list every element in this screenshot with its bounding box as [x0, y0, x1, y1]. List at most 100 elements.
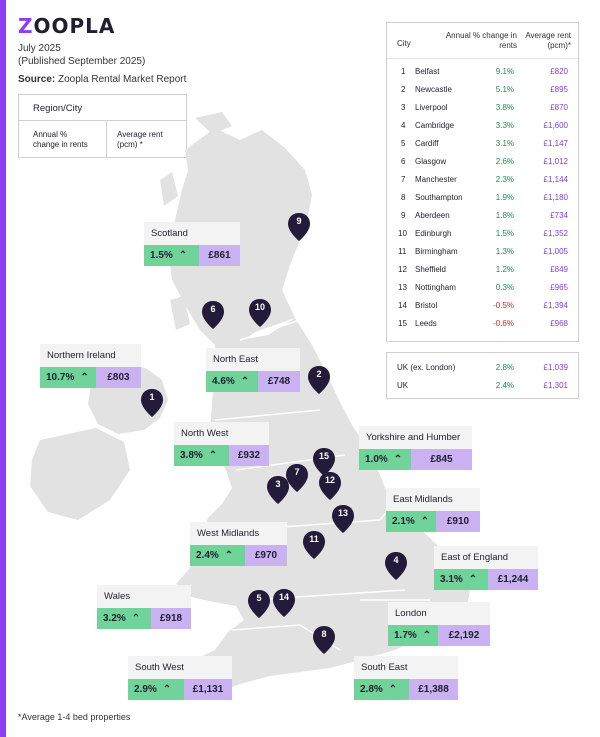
region-card-london[interactable]: London 1.7% ⌃ £2,192	[388, 602, 490, 646]
zoopla-logo: ZOOPLA	[18, 14, 116, 38]
table-row: 11 Birmingham 1.3% £1,005	[398, 247, 568, 256]
table-row: 3 Liverpool 3.8% £870	[401, 103, 568, 112]
table-row: 9 Aberdeen 1.8% £734	[401, 211, 568, 220]
region-card-south-west[interactable]: South West 2.9% ⌃ £1,131	[128, 656, 232, 700]
map-scotland	[168, 128, 312, 345]
region-name: Wales	[97, 585, 191, 608]
region-change: 3.2% ⌃	[97, 608, 151, 629]
region-name: Scotland	[144, 222, 240, 245]
arrow-up-icon: ⌃	[393, 454, 403, 465]
arrow-up-icon: ⌃	[388, 684, 398, 695]
region-name: West Midlands	[190, 522, 287, 545]
region-card-wales[interactable]: Wales 3.2% ⌃ £918	[97, 585, 191, 629]
report-date: July 2025 (Published September 2025)	[18, 43, 146, 67]
region-rent: £1,388	[409, 679, 458, 700]
table-row: 15 Leeds -0.6% £968	[398, 319, 568, 328]
region-rent: £932	[229, 445, 269, 466]
region-change: 3.1% ⌃	[434, 569, 488, 590]
region-name: North East	[206, 348, 300, 371]
region-card-scotland[interactable]: Scotland 1.5% ⌃ £861	[144, 222, 240, 266]
table-row: 6 Glasgow 2.6% £1,012	[401, 157, 568, 166]
source-line: Source: Zoopla Rental Market Report	[18, 74, 187, 85]
arrow-up-icon: ⌃	[80, 372, 89, 383]
table-header-rent: Average rent (pcm)*	[525, 31, 571, 50]
table-row: 1 Belfast 9.1% £820	[401, 67, 568, 76]
region-rent: £845	[411, 449, 472, 470]
arrow-up-icon: ⌃	[468, 574, 478, 585]
city-ranking-table: City Annual % change in rents Average re…	[386, 22, 579, 342]
region-card-northern-ireland[interactable]: Northern Ireland 10.7% ⌃ £803	[40, 344, 141, 388]
map-pin-icon[interactable]: 3	[267, 476, 289, 504]
region-name: Northern Ireland	[40, 344, 141, 367]
table-row: UK 2.4% £1,301	[397, 381, 568, 390]
uk-summary-table: UK (ex. London) 2.8% £1,039 UK 2.4% £1,301	[386, 352, 579, 399]
region-change: 2.9% ⌃	[128, 679, 184, 700]
map-pin-icon[interactable]: 6	[202, 301, 224, 329]
arrow-up-icon: ⌃	[208, 450, 218, 461]
table-row: 2 Newcastle 5.1% £895	[401, 85, 568, 94]
region-card-north-west[interactable]: North West 3.8% ⌃ £932	[174, 422, 269, 466]
arrow-up-icon: ⌃	[131, 613, 141, 624]
map-pin-icon[interactable]: 11	[303, 531, 325, 559]
map-pin-icon[interactable]: 14	[273, 589, 295, 617]
region-rent: £803	[96, 367, 141, 388]
region-card-yorkshire-and-humber[interactable]: Yorkshire and Humber 1.0% ⌃ £845	[359, 426, 472, 470]
arrow-up-icon: ⌃	[422, 630, 432, 641]
map-england	[140, 318, 470, 700]
region-name: South West	[128, 656, 232, 679]
table-row: 4 Cambridge 3.3% £1,600	[401, 121, 568, 130]
map-pin-icon[interactable]: 2	[308, 366, 330, 394]
arrow-up-icon: ⌃	[420, 516, 430, 527]
map-pin-icon[interactable]: 7	[286, 464, 308, 492]
region-rent: £910	[436, 511, 480, 532]
region-rent: £1,131	[184, 679, 232, 700]
region-change: 10.7% ⌃	[40, 367, 96, 388]
region-change: 3.8% ⌃	[174, 445, 229, 466]
region-rent: £918	[151, 608, 191, 629]
arrow-up-icon: ⌃	[224, 550, 234, 561]
map-pin-icon[interactable]: 4	[385, 552, 407, 580]
arrow-up-icon: ⌃	[178, 250, 188, 261]
region-rent: £861	[199, 245, 240, 266]
legend-change-label: Annual % change in rents	[19, 121, 107, 158]
region-change: 2.4% ⌃	[190, 545, 245, 566]
region-name: East of England	[434, 546, 538, 569]
table-row: 14 Bristol -0.5% £1,394	[398, 301, 568, 310]
map-pin-icon[interactable]: 1	[141, 389, 163, 417]
region-rent: £1,244	[488, 569, 538, 590]
region-change: 2.1% ⌃	[386, 511, 436, 532]
region-card-east-of-england[interactable]: East of England 3.1% ⌃ £1,244	[434, 546, 538, 590]
region-card-north-east[interactable]: North East 4.6% ⌃ £748	[206, 348, 300, 392]
table-row: 8 Southampton 1.9% £1,180	[401, 193, 568, 202]
region-rent: £2,192	[438, 625, 490, 646]
map-pin-icon[interactable]: 5	[248, 590, 270, 618]
table-row: 12 Sheffield 1.2% £849	[398, 265, 568, 274]
region-change: 4.6% ⌃	[206, 371, 258, 392]
region-card-east-midlands[interactable]: East Midlands 2.1% ⌃ £910	[386, 488, 480, 532]
map-pin-icon[interactable]: 9	[288, 213, 310, 241]
footnote: *Average 1-4 bed properties	[18, 712, 131, 722]
region-change: 1.5% ⌃	[144, 245, 199, 266]
map-pin-icon[interactable]: 8	[313, 626, 335, 654]
region-name: North West	[174, 422, 269, 445]
legend-title: Region/City	[19, 95, 186, 121]
region-change: 1.0% ⌃	[359, 449, 411, 470]
arrow-up-icon: ⌃	[162, 684, 172, 695]
arrow-up-icon: ⌃	[240, 376, 250, 387]
table-row: 7 Manchester 2.3% £1,144	[401, 175, 568, 184]
table-row: 10 Edinburgh 1.5% £1,352	[398, 229, 568, 238]
legend-rent-label: Average rent (pcm) *	[117, 130, 163, 149]
region-rent: £748	[258, 371, 300, 392]
map-pin-icon[interactable]: 10	[249, 299, 271, 327]
region-card-west-midlands[interactable]: West Midlands 2.4% ⌃ £970	[190, 522, 287, 566]
region-card-south-east[interactable]: South East 2.8% ⌃ £1,388	[354, 656, 458, 700]
table-row: 5 Cardiff 3.1% £1,147	[401, 139, 568, 148]
map-pin-icon[interactable]: 12	[319, 472, 341, 500]
table-header-change: Annual % change in rents	[445, 31, 517, 50]
region-rent: £970	[245, 545, 287, 566]
map-pin-icon[interactable]: 15	[313, 448, 335, 476]
table-row: 13 Nottingham 0.3% £965	[398, 283, 568, 292]
map-pin-icon[interactable]: 13	[332, 505, 354, 533]
accent-bar	[0, 0, 6, 737]
region-change: 2.8% ⌃	[354, 679, 409, 700]
